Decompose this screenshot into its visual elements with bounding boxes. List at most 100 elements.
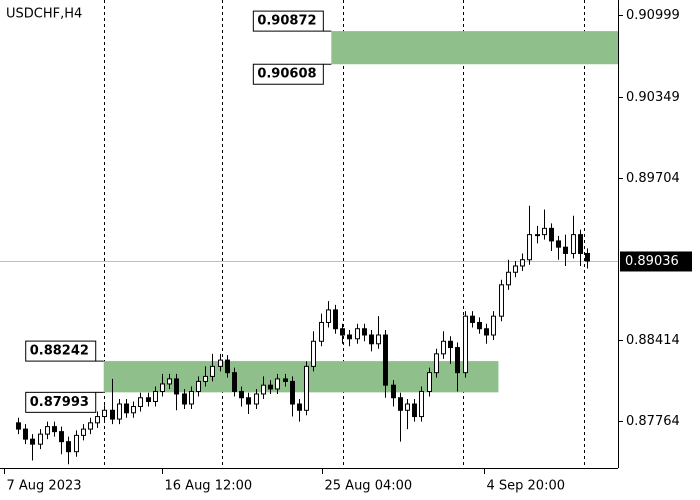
candle-body: [470, 315, 475, 323]
current-price-box: [620, 251, 692, 272]
current-price-label: 0.89036: [625, 254, 679, 269]
candle-body: [225, 359, 230, 374]
candle-body: [506, 271, 511, 286]
candle-body: [477, 321, 482, 330]
candle-body: [138, 397, 143, 408]
candle-body: [311, 340, 316, 367]
candle-body: [52, 426, 57, 433]
y-tick-label: 0.90349: [626, 90, 680, 105]
candle-body: [23, 428, 28, 440]
candle-body: [81, 428, 86, 436]
candle-body: [102, 409, 107, 418]
candle-body: [340, 328, 345, 336]
candle-body: [549, 227, 554, 242]
zone-label: 0.90608: [257, 67, 316, 82]
candle-body: [455, 347, 460, 374]
candle-body: [347, 334, 352, 340]
candle-body: [383, 334, 388, 386]
candle-body: [326, 309, 331, 323]
zone-label: 0.87993: [30, 395, 89, 410]
candle-body: [275, 378, 280, 390]
candle-body: [571, 234, 576, 254]
candle-body: [434, 353, 439, 374]
plot-layer: [0, 0, 618, 468]
candle-body: [513, 265, 518, 273]
candle-body: [304, 365, 309, 411]
candle-body: [196, 380, 201, 392]
candle-body: [182, 393, 187, 405]
candle-body: [556, 240, 561, 248]
candle-body: [441, 340, 446, 355]
candle-body: [362, 328, 367, 336]
candle-body: [499, 284, 504, 317]
candle-body: [95, 416, 100, 424]
zone-label-box: [252, 10, 324, 32]
candle-body: [369, 334, 374, 345]
y-tick-label: 0.87764: [626, 414, 680, 429]
x-tick-label: 4 Sep 20:00: [487, 479, 566, 494]
candle-body: [297, 403, 302, 411]
y-tick-label: 0.89704: [626, 171, 680, 186]
candle-body: [527, 234, 532, 261]
candle-body: [203, 375, 208, 382]
zone-label-box: [25, 340, 97, 362]
candle-body: [30, 438, 35, 445]
candle-body: [535, 234, 540, 237]
candle-body: [578, 234, 583, 254]
zone-label: 0.88242: [30, 344, 89, 359]
candle-body: [239, 390, 244, 399]
candle-body: [246, 397, 251, 405]
candle-body: [491, 315, 496, 336]
candle-body: [153, 390, 158, 403]
candle-body: [419, 390, 424, 418]
candle-body: [585, 252, 590, 262]
candle-body: [45, 426, 50, 435]
zone-label-box: [25, 391, 97, 413]
candle-body: [124, 403, 129, 414]
x-tick-label: 25 Aug 04:00: [325, 479, 413, 494]
candle-body: [268, 384, 273, 390]
candle-body: [261, 384, 266, 395]
candle-body: [398, 397, 403, 411]
candle-body: [131, 406, 136, 414]
candle-body: [542, 227, 547, 236]
candle-body: [448, 340, 453, 349]
candle-body: [520, 259, 525, 267]
candle-body: [484, 328, 489, 336]
y-tick-label: 0.90999: [626, 8, 680, 23]
candle-body: [333, 309, 338, 330]
candle-body: [355, 328, 360, 340]
candle-body: [405, 403, 410, 411]
candle-body: [16, 422, 21, 430]
candle-body: [59, 431, 64, 443]
candle-body: [74, 434, 79, 453]
candle-body: [376, 334, 381, 345]
candle-body: [174, 378, 179, 395]
candle-body: [210, 365, 215, 377]
candle-body: [254, 393, 259, 405]
chart-title: USDCHF,H4: [6, 7, 82, 22]
zone-label: 0.90872: [257, 14, 316, 29]
candle-body: [427, 372, 432, 392]
y-tick-label: 0.88414: [626, 333, 680, 348]
candle-body: [563, 246, 568, 254]
candle-body: [463, 315, 468, 374]
candle-body: [117, 403, 122, 420]
candle-body: [110, 409, 115, 420]
candle-body: [319, 321, 324, 342]
candle-body: [146, 397, 151, 403]
candle-body: [189, 390, 194, 405]
candle-body: [88, 422, 93, 430]
candle-body: [167, 378, 172, 385]
candle-body: [66, 441, 71, 453]
candle-body: [290, 380, 295, 405]
x-tick-label: 7 Aug 2023: [7, 479, 82, 494]
zone: [331, 31, 618, 65]
zone-label-box: [252, 63, 324, 85]
candle-body: [412, 403, 417, 418]
candle-body: [283, 378, 288, 382]
candle-body: [391, 384, 396, 399]
candle-body: [160, 383, 165, 392]
